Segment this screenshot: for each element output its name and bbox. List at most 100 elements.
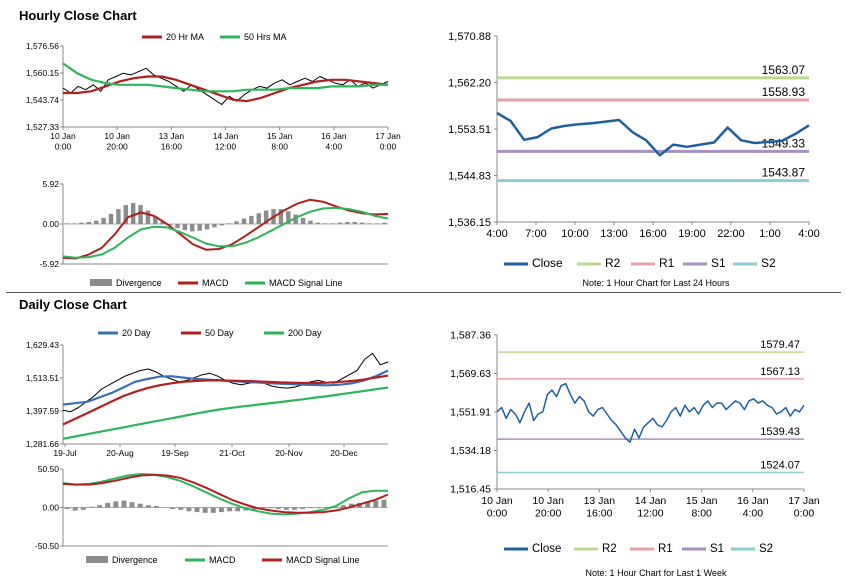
hourly-macd-divergence-bar (116, 209, 121, 224)
hourly-levels-legend-label: R1 (659, 256, 675, 270)
hourly-levels-x-tick-label: 4:00 (486, 228, 507, 240)
daily-price-x-tick-label: 20-Aug (106, 448, 134, 458)
hourly-macd-divergence-bar (108, 213, 114, 224)
daily-levels-x-tick-label: 8:00 (691, 508, 712, 520)
hourly-macd-divergence-bar (308, 220, 313, 224)
hourly-levels-y-tick-label: 1,562.20 (448, 77, 491, 89)
daily-levels-y-tick-label: 1,516.45 (450, 484, 491, 496)
daily-macd-divergence-bar (381, 499, 387, 508)
hourly-price-legend-label: 20 Hr MA (166, 32, 204, 42)
daily-levels-level-s2-label: 1524.07 (760, 459, 800, 471)
daily-macd-divergence-bar (145, 505, 151, 508)
daily-levels-x-tick-label: 15 Jan (686, 495, 718, 507)
hourly-price-ma50-line (62, 62, 388, 93)
hourly-macd-divergence-bar (94, 220, 99, 224)
hourly-price-x-tick-label: 16:00 (161, 142, 183, 152)
hourly-macd-divergence-bar (145, 210, 151, 224)
daily-price-x-tick-label: 20-Dec (330, 448, 358, 458)
daily-levels-level-s1-label: 1539.43 (760, 426, 800, 438)
hourly-macd-divergence-bar (212, 224, 217, 228)
hourly-macd-divergence-bar (293, 214, 298, 224)
hourly-macd-divergence-bar (79, 222, 84, 224)
daily-levels-legend-label: R2 (602, 543, 617, 555)
hourly-price-x-tick-label: 0:00 (380, 142, 397, 152)
hourly-price-x-tick-label: 0:00 (55, 142, 72, 152)
daily-levels-x-tick-label: 12:00 (637, 508, 663, 520)
daily-macd-macd-line (62, 473, 388, 516)
hourly-price-y-tick-label: 1,560.15 (26, 68, 59, 78)
hourly-macd-divergence-bar (160, 221, 165, 224)
hourly-macd-divergence-bar (315, 222, 321, 224)
daily-price-y-tick-label: 1,629.43 (26, 340, 59, 350)
daily-levels-x-tick-label: 4:00 (743, 508, 764, 520)
daily-levels-x-tick-label: 17 Jan (788, 495, 820, 507)
daily-macd-divergence-bar (89, 506, 94, 508)
daily-levels-note: Note: 1 Hour Chart for Last 1 Week (585, 568, 727, 578)
daily-macd-divergence-bar (373, 500, 379, 508)
hourly-levels-close-line (496, 111, 810, 157)
hourly-macd-divergence-bar (167, 224, 173, 226)
daily-macd-divergence-bar (292, 507, 297, 510)
daily-section-title: Daily Close Chart (19, 297, 127, 312)
daily-price-legend-label: 200 Day (288, 328, 322, 338)
hourly-macd-y-tick-label: 5.92 (42, 179, 59, 189)
daily-levels-x-tick-label: 10 Jan (481, 495, 513, 507)
daily-levels-x-tick-label: 10 Jan (532, 495, 564, 507)
daily-macd-divergence-bar (284, 507, 289, 510)
daily-macd-y-tick-label: 50.50 (38, 464, 60, 474)
hourly-macd-divergence-bar (374, 223, 380, 224)
hourly-levels-level-r1-label: 1558.93 (762, 85, 806, 99)
hourly-levels-x-tick-label: 16:00 (639, 228, 667, 240)
daily-levels-close-line (496, 382, 805, 443)
hourly-macd-divergence-bar (234, 221, 239, 224)
daily-macd-divergence-bar (121, 500, 127, 508)
hourly-levels-level-s2-label: 1543.87 (762, 166, 806, 180)
daily-macd-divergence-bar (137, 503, 143, 508)
daily-price-x-tick-label: 20-Nov (275, 448, 303, 458)
hourly-levels-legend-label: Close (532, 256, 563, 270)
daily-macd-divergence-bar (219, 507, 224, 513)
daily-macd-divergence-bar (308, 507, 314, 509)
hourly-macd-divergence-bar (382, 222, 387, 224)
hourly-levels-legend-label: S2 (761, 256, 776, 270)
hourly-macd-legend-label: MACD Signal Line (269, 278, 343, 288)
daily-macd-divergence-bar (316, 507, 322, 509)
daily-macd-divergence-bar (97, 505, 102, 508)
daily-macd-divergence-bar (251, 507, 257, 510)
daily-macd-divergence-bar (275, 507, 281, 510)
hourly-levels-x-tick-label: 22:00 (717, 228, 745, 240)
hourly-macd-divergence-bar (182, 224, 188, 231)
hourly-macd-divergence-bar (86, 221, 92, 224)
daily-levels-y-tick-label: 1,534.18 (450, 445, 491, 457)
hourly-macd-divergence-bar (278, 209, 284, 224)
hourly-macd-divergence-bar (330, 223, 335, 224)
hourly-levels-level-r2-label: 1563.07 (762, 63, 806, 77)
daily-price-y-tick-label: 1,281.66 (26, 439, 59, 449)
hourly-price-x-tick-label: 4:00 (326, 142, 343, 152)
daily-macd-divergence-bar (340, 505, 346, 508)
daily-levels-y-tick-label: 1,587.36 (450, 330, 491, 342)
hourly-levels-y-tick-label: 1,570.88 (448, 31, 491, 43)
daily-levels-x-tick-label: 16:00 (586, 508, 612, 520)
hourly-macd-divergence-bar (286, 211, 291, 224)
daily-macd-legend-label: MACD Signal Line (286, 555, 360, 565)
daily-macd-divergence-bar (365, 501, 371, 508)
hourly-macd-divergence-bar (64, 223, 69, 224)
hourly-levels-note: Note: 1 Hour Chart for Last 24 Hours (582, 278, 730, 288)
hourly-levels-x-tick-label: 7:00 (525, 228, 546, 240)
hourly-macd-divergence-bar (123, 205, 128, 224)
daily-levels-legend-label: S1 (710, 543, 724, 555)
daily-macd-divergence-bar (178, 507, 184, 510)
hourly-levels-legend-label: R2 (605, 256, 621, 270)
hourly-macd-divergence-bar (101, 217, 106, 224)
daily-price-legend-label: 20 Day (122, 328, 151, 338)
daily-levels-x-tick-label: 20:00 (535, 508, 561, 520)
hourly-price-y-tick-label: 1,576.56 (26, 41, 59, 51)
section-divider (6, 292, 841, 293)
daily-levels-y-tick-label: 1,569.63 (450, 368, 491, 380)
daily-levels-x-tick-label: 0:00 (487, 508, 508, 520)
hourly-macd-y-tick-label: 0.00 (42, 219, 59, 229)
hourly-levels-x-tick-label: 13:00 (600, 228, 628, 240)
hourly-macd-divergence-bar (153, 216, 158, 224)
daily-macd-signal-line (62, 473, 389, 514)
